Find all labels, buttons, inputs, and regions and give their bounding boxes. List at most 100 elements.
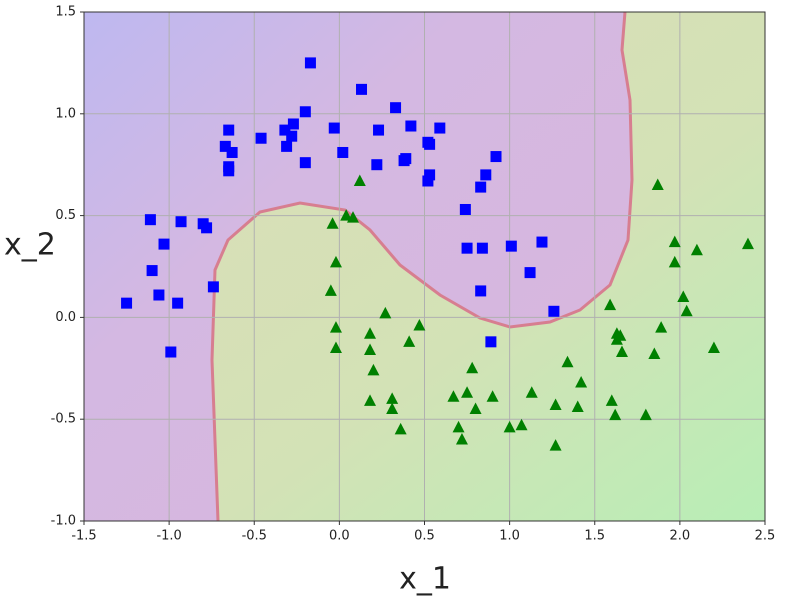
point-triangle <box>605 394 618 406</box>
point-square <box>219 140 231 152</box>
point-triangle <box>466 361 479 374</box>
point-square <box>548 305 560 317</box>
point-square <box>490 151 502 163</box>
point-triangle <box>364 327 377 339</box>
point-triangle <box>329 255 342 268</box>
x-tick-label: -0.5 <box>242 529 267 544</box>
region-class-0 <box>84 12 632 521</box>
point-square <box>461 242 473 254</box>
point-square <box>201 222 213 234</box>
point-triangle <box>614 329 627 341</box>
point-square <box>158 238 170 250</box>
y-tick-label: -0.5 <box>51 412 76 427</box>
y-tick-label: 0.5 <box>55 208 76 223</box>
point-square <box>223 165 235 177</box>
point-square <box>405 120 417 132</box>
point-triangle <box>549 439 562 451</box>
y-tick-label: 1.0 <box>55 106 76 121</box>
point-triangle <box>648 347 661 360</box>
point-square <box>337 146 349 158</box>
point-square <box>459 203 471 215</box>
point-triangle <box>394 422 407 435</box>
point-triangle <box>707 341 720 353</box>
point-triangle <box>741 237 754 250</box>
point-square <box>485 336 497 348</box>
point-triangle <box>346 211 359 223</box>
point-triangle <box>413 319 426 331</box>
point-square <box>475 285 487 297</box>
x-tick-label: 1.5 <box>584 529 605 544</box>
y-tick-label: 0.0 <box>55 310 76 325</box>
point-triangle <box>525 386 538 398</box>
point-square <box>287 118 299 130</box>
point-square <box>505 240 517 252</box>
point-square <box>207 281 219 293</box>
point-triangle <box>515 418 528 431</box>
x-tick-label: 2.0 <box>670 529 691 544</box>
point-triangle <box>329 341 342 353</box>
x-axis-title: x_1 <box>399 562 451 597</box>
point-square <box>480 169 492 181</box>
point-square <box>356 83 368 95</box>
point-triangle <box>561 355 574 368</box>
point-square <box>146 265 158 277</box>
point-square <box>175 216 187 228</box>
point-square <box>476 242 488 254</box>
point-triangle <box>461 386 474 398</box>
x-tick-label: 0.0 <box>329 529 350 544</box>
point-triangle <box>571 400 584 412</box>
x-tick-label: -1.5 <box>71 529 96 544</box>
point-triangle <box>386 402 399 415</box>
point-triangle <box>486 390 499 402</box>
point-square <box>223 124 235 136</box>
point-square <box>328 122 340 134</box>
point-square <box>281 140 293 152</box>
point-triangle <box>455 433 468 445</box>
point-square <box>153 289 165 301</box>
point-square <box>299 106 311 118</box>
point-triangle <box>639 408 652 421</box>
x-tick-label: 0.5 <box>414 529 435 544</box>
point-triangle <box>677 290 690 303</box>
point-triangle <box>668 255 681 268</box>
point-square <box>424 169 436 181</box>
point-square <box>286 130 298 142</box>
point-triangle <box>340 209 353 221</box>
point-triangle <box>386 392 399 404</box>
point-square <box>524 267 536 279</box>
point-triangle <box>326 217 339 229</box>
point-square <box>172 297 184 309</box>
point-square <box>255 132 267 144</box>
point-triangle <box>324 284 337 296</box>
point-square <box>536 236 548 248</box>
point-triangle <box>651 178 664 191</box>
point-square <box>400 153 412 165</box>
point-square <box>226 146 238 158</box>
point-triangle <box>469 402 482 415</box>
point-square <box>373 124 385 136</box>
point-triangle <box>364 394 377 406</box>
point-triangle <box>615 345 628 358</box>
decision-boundary <box>210 11 634 522</box>
point-triangle <box>447 390 460 402</box>
point-square <box>165 346 177 358</box>
point-triangle <box>655 321 668 333</box>
point-square <box>279 124 291 136</box>
point-triangle <box>403 335 416 347</box>
point-triangle <box>680 304 693 317</box>
point-triangle <box>575 376 588 388</box>
point-triangle <box>668 235 681 248</box>
point-triangle <box>690 243 703 256</box>
point-triangle <box>329 321 342 333</box>
point-square <box>434 122 446 134</box>
point-square <box>422 175 434 187</box>
point-square <box>475 181 487 193</box>
point-square <box>424 138 436 150</box>
point-triangle <box>452 420 465 433</box>
point-triangle <box>549 398 562 410</box>
point-square <box>144 214 156 226</box>
point-square <box>121 297 133 309</box>
point-triangle <box>364 343 377 355</box>
x-tick-label: -1.0 <box>156 529 181 544</box>
